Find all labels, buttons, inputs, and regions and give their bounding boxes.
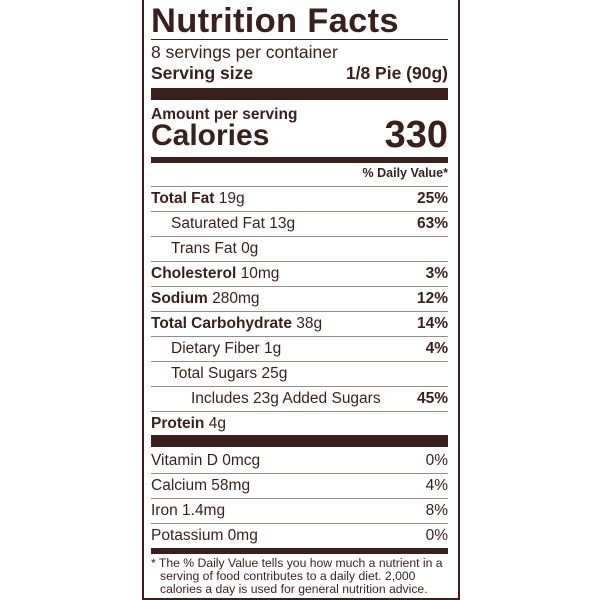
nutrient-amount: 38g (296, 315, 323, 332)
nutrient-row: Includes 23g Added Sugars 45% (151, 387, 448, 411)
nutrient-daily-value: 12% (416, 290, 448, 307)
serving-size-label: Serving size (151, 63, 254, 83)
medium-divider (151, 157, 448, 163)
nutrient-row: Trans Fat 0g (151, 237, 448, 261)
daily-value-header: % Daily Value* (362, 166, 448, 180)
row-divider (151, 498, 448, 499)
servings-per-container: 8 servings per container (151, 42, 338, 62)
nutrient-name: Total Sugars (171, 365, 258, 382)
nutrient-name: Includes 23g Added Sugars (191, 390, 381, 407)
row-divider (151, 261, 448, 262)
nutrient-row: Sodium 280mg 12% (151, 287, 448, 311)
vitamin-name: Calcium 58mg (151, 477, 251, 494)
calories-row: Calories 330 (151, 114, 448, 156)
serving-size-row: Serving size 1/8 Pie (90g) (151, 63, 448, 84)
vitamin-daily-value: 0% (425, 527, 448, 544)
footnote-line: * The % Daily Value tells you how much a… (151, 556, 443, 570)
nutrient-amount: 4g (208, 415, 226, 432)
label-border (142, 0, 460, 600)
nutrient-amount: 280mg (212, 290, 260, 307)
vitamin-name: Potassium 0mg (151, 527, 258, 544)
nutrient-amount: 10mg (240, 265, 280, 282)
nutrient-name: Cholesterol (151, 265, 237, 282)
label-title: Nutrition Facts (151, 2, 399, 40)
footnote: * The % Daily Value tells you how much a… (151, 557, 448, 596)
thick-divider (151, 88, 448, 100)
row-divider (151, 311, 448, 312)
serving-size-value: 1/8 Pie (90g) (345, 63, 448, 83)
nutrient-name: Total Carbohydrate (151, 315, 292, 332)
vitamin-daily-value: 0% (425, 452, 448, 469)
row-divider (151, 211, 448, 212)
nutrient-row: Total Fat 19g 25% (151, 187, 448, 211)
nutrient-amount: 19g (218, 190, 245, 207)
nutrient-amount: 25g (261, 365, 288, 382)
row-divider (151, 473, 448, 474)
thick-divider (151, 435, 448, 447)
row-divider (151, 186, 448, 187)
nutrient-amount: 0g (241, 240, 259, 257)
nutrient-amount: 1g (264, 340, 282, 357)
vitamin-daily-value: 8% (425, 502, 448, 519)
row-divider (151, 523, 448, 524)
nutrient-daily-value: 45% (416, 390, 448, 407)
amount-per-serving: Amount per serving (151, 106, 298, 123)
nutrient-name: Dietary Fiber (171, 340, 260, 357)
nutrient-row: Dietary Fiber 1g 4% (151, 337, 448, 361)
nutrient-amount: 13g (269, 215, 296, 232)
nutrient-daily-value: 3% (425, 265, 448, 282)
row-divider (151, 361, 448, 362)
vitamin-daily-value: 4% (425, 477, 448, 494)
nutrient-name: Trans Fat (171, 240, 237, 257)
nutrient-row: Cholesterol 10mg 3% (151, 262, 448, 286)
nutrient-row: Total Sugars 25g (151, 362, 448, 386)
nutrient-row: Protein 4g (151, 412, 448, 436)
nutrient-daily-value: 25% (416, 190, 448, 207)
vitamin-name: Iron 1.4mg (151, 502, 226, 519)
row-divider (151, 336, 448, 337)
nutrient-daily-value: 63% (416, 215, 448, 232)
vitamin-row: Potassium 0mg 0% (151, 524, 448, 548)
row-divider (151, 386, 448, 387)
nutrient-row: Saturated Fat 13g 63% (151, 212, 448, 236)
nutrient-name: Protein (151, 415, 205, 432)
vitamin-row: Calcium 58mg 4% (151, 474, 448, 498)
footnote-line: serving of food contributes to a daily d… (160, 569, 416, 583)
vitamin-row: Vitamin D 0mcg 0% (151, 449, 448, 473)
nutrient-name: Saturated Fat (171, 215, 265, 232)
row-divider (151, 286, 448, 287)
nutrient-daily-value: 4% (425, 340, 448, 357)
nutrient-daily-value: 14% (416, 315, 448, 332)
calories-value: 330 (384, 114, 448, 156)
row-divider (151, 236, 448, 237)
row-divider (151, 411, 448, 412)
nutrient-name: Sodium (151, 290, 208, 307)
nutrient-row: Total Carbohydrate 38g 14% (151, 312, 448, 336)
footnote-line: calories a day is used for general nutri… (160, 582, 428, 596)
vitamin-name: Vitamin D 0mcg (151, 452, 261, 469)
calories-label: Calories (151, 119, 270, 152)
vitamin-row: Iron 1.4mg 8% (151, 499, 448, 523)
nutrient-name: Total Fat (151, 190, 215, 207)
medium-divider (151, 548, 448, 554)
divider (151, 39, 448, 40)
